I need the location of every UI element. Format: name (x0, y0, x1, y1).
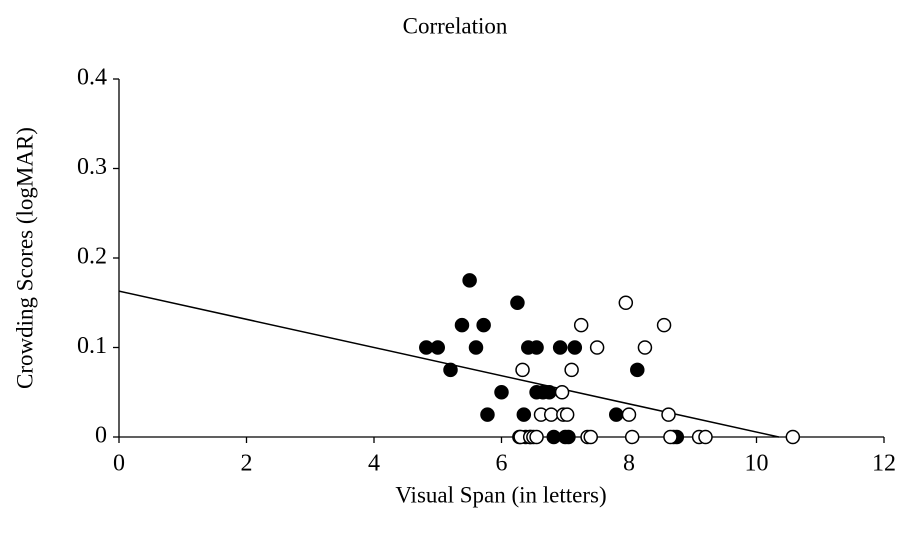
scatter-point (554, 385, 570, 400)
x-tick-label: 10 (745, 451, 769, 477)
x-axis-label: Visual Span (in letters) (395, 482, 606, 507)
y-tick-label: 0.3 (77, 154, 107, 180)
scatter-point (567, 340, 583, 355)
scatter-point (785, 429, 801, 445)
scatter-point (630, 362, 645, 378)
scatter-point (663, 429, 678, 445)
scatter-point (462, 273, 477, 288)
scatter-point (529, 340, 544, 355)
y-tick-label: 0.2 (77, 244, 107, 270)
scatter-point (494, 385, 509, 400)
x-tick-label: 4 (368, 451, 380, 477)
scatter-point (583, 429, 598, 445)
scatter-point (661, 407, 676, 422)
scatter-point (476, 317, 491, 333)
scatter-point (510, 295, 525, 310)
scatter-point (542, 385, 557, 400)
scatter-point (516, 407, 532, 422)
scatter-point (480, 407, 495, 422)
scatter-point (454, 317, 470, 333)
chart-title: Correlation (403, 13, 508, 38)
y-tick-label: 0.1 (77, 333, 107, 359)
scatter-point (561, 429, 576, 445)
scatter-point (564, 362, 579, 378)
scatter-point (443, 362, 458, 378)
scatter-point (559, 407, 575, 422)
y-axis-label: Crowding Scores (logMAR) (12, 127, 37, 389)
scatter-point (543, 407, 559, 422)
scatter-point (656, 317, 672, 333)
scatter-point (698, 429, 713, 445)
x-tick-label: 8 (623, 451, 635, 477)
y-tick-label: 0.4 (77, 65, 107, 91)
x-tick-label: 12 (872, 451, 896, 477)
scatter-point (430, 340, 445, 355)
scatter-point (573, 317, 589, 333)
x-tick-label: 0 (113, 451, 125, 477)
scatter-point (589, 340, 605, 355)
scatter-point (515, 362, 530, 378)
scatter-point (637, 340, 653, 355)
scatter-point (618, 295, 634, 310)
x-tick-label: 6 (496, 451, 508, 477)
scatter-point (621, 407, 637, 422)
scatter-point (609, 407, 624, 422)
x-tick-label: 2 (241, 451, 253, 477)
scatter-point (468, 340, 484, 355)
scatter-point (529, 429, 544, 445)
y-tick-label: 0 (95, 423, 107, 449)
scatter-point (624, 429, 640, 445)
scatter-point (552, 340, 568, 355)
